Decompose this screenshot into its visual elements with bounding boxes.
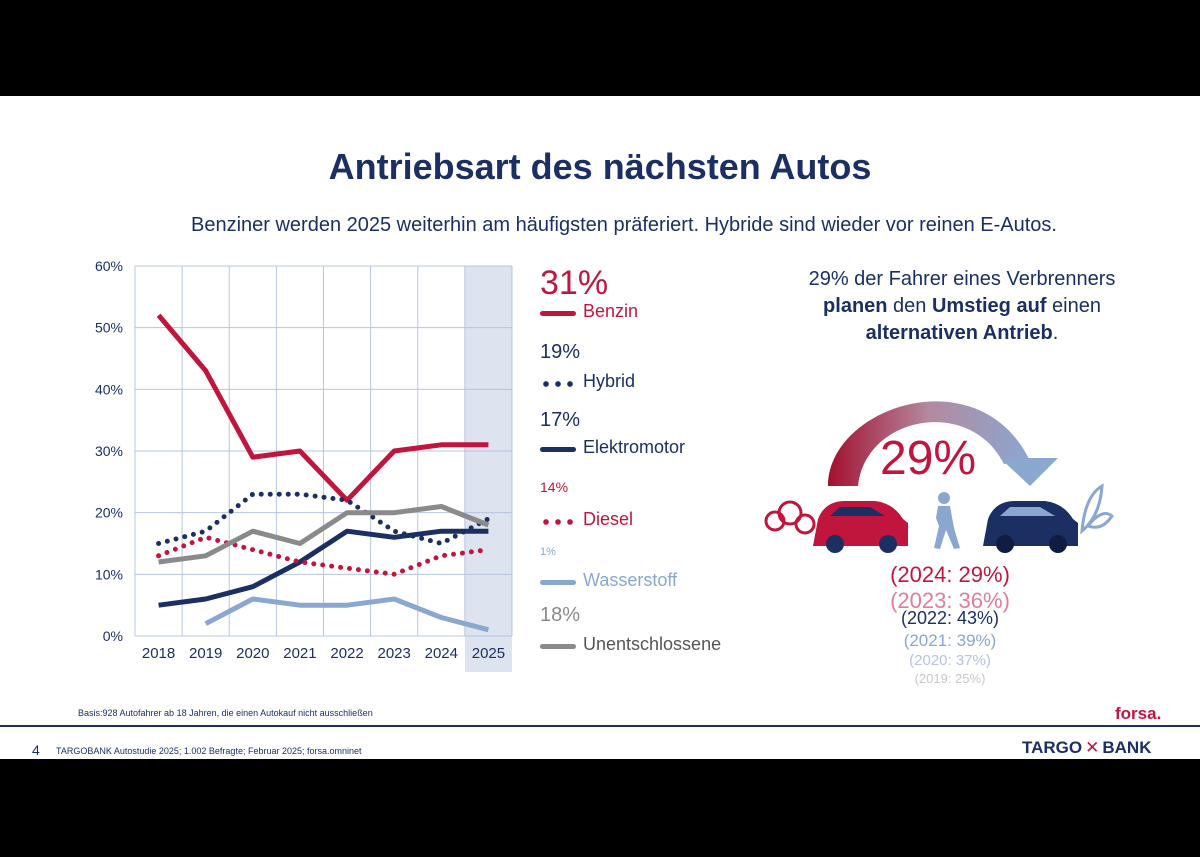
legend-value: 14% (540, 479, 569, 495)
legend-label: Hybrid (583, 371, 636, 391)
x-tick-label: 2025 (472, 645, 505, 662)
legend-swatch (540, 447, 576, 452)
y-tick-label: 60% (95, 258, 123, 274)
legend-swatch (540, 519, 576, 525)
legend-item-unentschlossene: 18% Unentschlossene (540, 604, 721, 654)
y-tick-label: 50% (95, 320, 123, 336)
series-line-benzin (156, 313, 489, 503)
footer-divider (0, 725, 1200, 727)
legend-swatch (540, 580, 576, 585)
switch-arrow-arc (828, 401, 1030, 486)
slide: Antriebsart des nächsten Autos Benziner … (0, 96, 1200, 759)
series-line-wasserstoff (204, 596, 490, 633)
page-number: 4 (32, 742, 40, 758)
x-tick-label: 2019 (189, 645, 222, 662)
x-tick-label: 2018 (142, 645, 175, 662)
switch-percentage: 29% (880, 432, 977, 485)
x-tick-label: 2023 (378, 645, 411, 662)
series-line-hybrid (156, 491, 491, 546)
legend-value: 19% (540, 341, 581, 363)
series-line-unentschlossene (158, 504, 490, 565)
legend-item-benzin: 31% Benzin (540, 264, 638, 321)
page-subtitle: Benziner werden 2025 weiterhin am häufig… (190, 214, 1057, 236)
legend-item-wasserstoff: 1% Wasserstoff (540, 546, 677, 590)
legend-label: Diesel (583, 509, 634, 529)
page-title: Antriebsart des nächsten Autos (328, 146, 872, 187)
line-chart: 0% 10% 20% 30% 40% 50% 60% 2018 2019 2020 2021 2022… (95, 258, 513, 672)
targobank-logo: TARGO ✕ BANK (1022, 738, 1152, 757)
leaf-icon (1080, 483, 1115, 535)
x-tick-label: 2022 (330, 645, 363, 662)
exhaust-cloud-icon (764, 500, 816, 535)
history-item: (2020: 37%) (909, 652, 991, 669)
person-walking-icon (934, 492, 960, 549)
electric-car-icon (983, 501, 1078, 553)
y-tick-label: 20% (95, 505, 123, 521)
series-line-diesel (156, 534, 491, 577)
legend-value: 1% (540, 546, 556, 558)
history-item: (2021: 39%) (903, 631, 997, 650)
legend-label: Benzin (583, 301, 639, 321)
forsa-logo: forsa. (1115, 704, 1162, 723)
highlight-column (464, 266, 512, 672)
legend-label: Elektromotor (583, 437, 686, 457)
history-item: (2019: 25%) (914, 671, 986, 686)
x-tick-label: 2024 (425, 645, 458, 662)
legend-value: 31% (540, 264, 609, 302)
x-tick-label: 2020 (236, 645, 269, 662)
combustion-car-icon (813, 501, 908, 553)
history-item: (2024: 29%) (890, 562, 1010, 587)
legend-label: Wasserstoff (583, 570, 678, 590)
history-item: (2022: 43%) (900, 608, 1000, 628)
y-tick-label: 30% (95, 443, 123, 459)
basis-note: Basis:928 Autofahrer ab 18 Jahren, die e… (78, 708, 373, 718)
legend-item-hybrid: 19% Hybrid (540, 341, 635, 391)
history-item: (2023: 36%) (890, 588, 1010, 613)
y-tick-label: 0% (103, 628, 123, 644)
x-tick-label: 2021 (283, 645, 316, 662)
legend-label: Unentschlossene (583, 634, 722, 654)
source-note: TARGOBANK Autostudie 2025; 1.002 Befragt… (56, 746, 362, 756)
arrow-head-icon (1000, 458, 1058, 486)
legend-swatch (540, 644, 576, 649)
series-line-elektromotor (158, 528, 489, 608)
legend-item-diesel: 14% Diesel (540, 479, 633, 529)
legend-swatch (540, 381, 576, 387)
legend-value: 18% (540, 604, 581, 626)
legend-value: 17% (540, 409, 581, 431)
legend-swatch (540, 311, 576, 316)
infographic-illustration (764, 401, 1115, 553)
y-tick-label: 40% (95, 381, 123, 397)
legend-item-elektromotor: 17% Elektromotor (540, 409, 685, 457)
y-tick-label: 10% (95, 566, 123, 582)
infographic-text: 29% der Fahrer eines Verbrenners planen … (808, 268, 1116, 344)
